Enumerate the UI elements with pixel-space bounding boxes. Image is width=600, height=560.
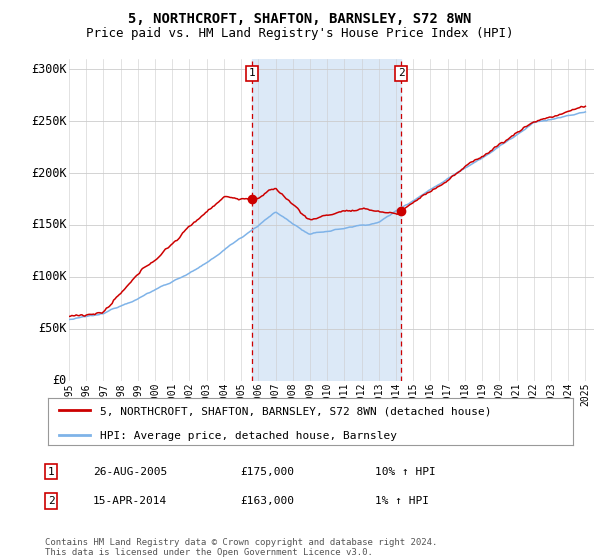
Text: Price paid vs. HM Land Registry's House Price Index (HPI): Price paid vs. HM Land Registry's House … bbox=[86, 27, 514, 40]
Text: Contains HM Land Registry data © Crown copyright and database right 2024.
This d: Contains HM Land Registry data © Crown c… bbox=[45, 538, 437, 557]
Text: 26-AUG-2005: 26-AUG-2005 bbox=[93, 466, 167, 477]
Text: 5, NORTHCROFT, SHAFTON, BARNSLEY, S72 8WN (detached house): 5, NORTHCROFT, SHAFTON, BARNSLEY, S72 8W… bbox=[101, 407, 492, 417]
Text: 15-APR-2014: 15-APR-2014 bbox=[93, 496, 167, 506]
Text: £100K: £100K bbox=[31, 270, 67, 283]
Text: 5, NORTHCROFT, SHAFTON, BARNSLEY, S72 8WN: 5, NORTHCROFT, SHAFTON, BARNSLEY, S72 8W… bbox=[128, 12, 472, 26]
Text: £175,000: £175,000 bbox=[240, 466, 294, 477]
Text: 1: 1 bbox=[47, 466, 55, 477]
Text: 10% ↑ HPI: 10% ↑ HPI bbox=[375, 466, 436, 477]
Bar bbox=[253, 59, 401, 381]
Text: 2: 2 bbox=[398, 68, 404, 78]
Text: £300K: £300K bbox=[31, 63, 67, 76]
Text: £250K: £250K bbox=[31, 115, 67, 128]
Text: £50K: £50K bbox=[38, 323, 67, 335]
Text: £150K: £150K bbox=[31, 218, 67, 231]
Text: £200K: £200K bbox=[31, 166, 67, 180]
Text: HPI: Average price, detached house, Barnsley: HPI: Average price, detached house, Barn… bbox=[101, 431, 398, 441]
Text: 2: 2 bbox=[47, 496, 55, 506]
Text: £0: £0 bbox=[52, 374, 67, 388]
Text: 1: 1 bbox=[249, 68, 256, 78]
Text: £163,000: £163,000 bbox=[240, 496, 294, 506]
Text: 1% ↑ HPI: 1% ↑ HPI bbox=[375, 496, 429, 506]
